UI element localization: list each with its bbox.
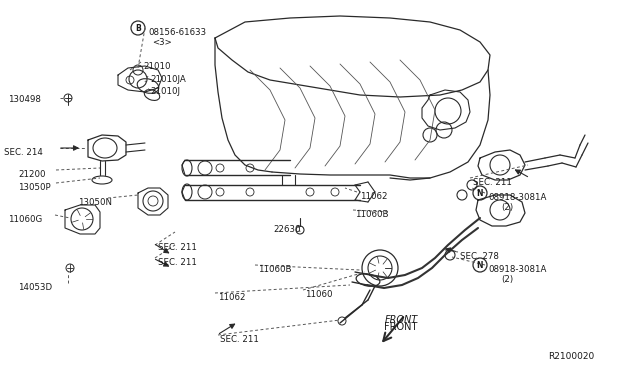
Text: 11062: 11062 <box>360 192 387 201</box>
Text: R2100020: R2100020 <box>548 352 595 361</box>
Text: 11060: 11060 <box>305 290 333 299</box>
Text: N: N <box>477 260 483 269</box>
Text: 11060B: 11060B <box>258 265 291 274</box>
Text: <3>: <3> <box>152 38 172 47</box>
Text: 08918-3081A: 08918-3081A <box>488 265 547 274</box>
Text: SEC. 211: SEC. 211 <box>158 243 197 252</box>
Text: 11060G: 11060G <box>8 215 42 224</box>
Text: (2): (2) <box>501 275 513 284</box>
Text: SEC. 211: SEC. 211 <box>220 335 259 344</box>
Text: 22630: 22630 <box>273 225 301 234</box>
Text: 21010J: 21010J <box>150 87 180 96</box>
Text: 130498: 130498 <box>8 95 41 104</box>
Text: 21010JA: 21010JA <box>150 75 186 84</box>
Text: B: B <box>135 23 141 32</box>
Text: 11062: 11062 <box>218 293 246 302</box>
Text: N: N <box>477 189 483 198</box>
Text: 21200: 21200 <box>18 170 45 179</box>
Text: 21010: 21010 <box>143 62 170 71</box>
Text: FRONT: FRONT <box>384 322 417 332</box>
Text: 13050P: 13050P <box>18 183 51 192</box>
Text: 08156-61633: 08156-61633 <box>148 28 206 37</box>
Text: SEC. 278: SEC. 278 <box>460 252 499 261</box>
Text: SEC. 214: SEC. 214 <box>4 148 43 157</box>
Circle shape <box>445 250 455 260</box>
Text: 13050N: 13050N <box>78 198 112 207</box>
Text: SEC. 211: SEC. 211 <box>473 178 512 187</box>
Text: 14053D: 14053D <box>18 283 52 292</box>
Text: 08918-3081A: 08918-3081A <box>488 193 547 202</box>
Text: FRONT: FRONT <box>385 315 419 325</box>
Circle shape <box>467 180 477 190</box>
Text: SEC. 211: SEC. 211 <box>158 258 197 267</box>
Circle shape <box>457 190 467 200</box>
Text: (2): (2) <box>501 203 513 212</box>
Text: 11060B: 11060B <box>355 210 388 219</box>
